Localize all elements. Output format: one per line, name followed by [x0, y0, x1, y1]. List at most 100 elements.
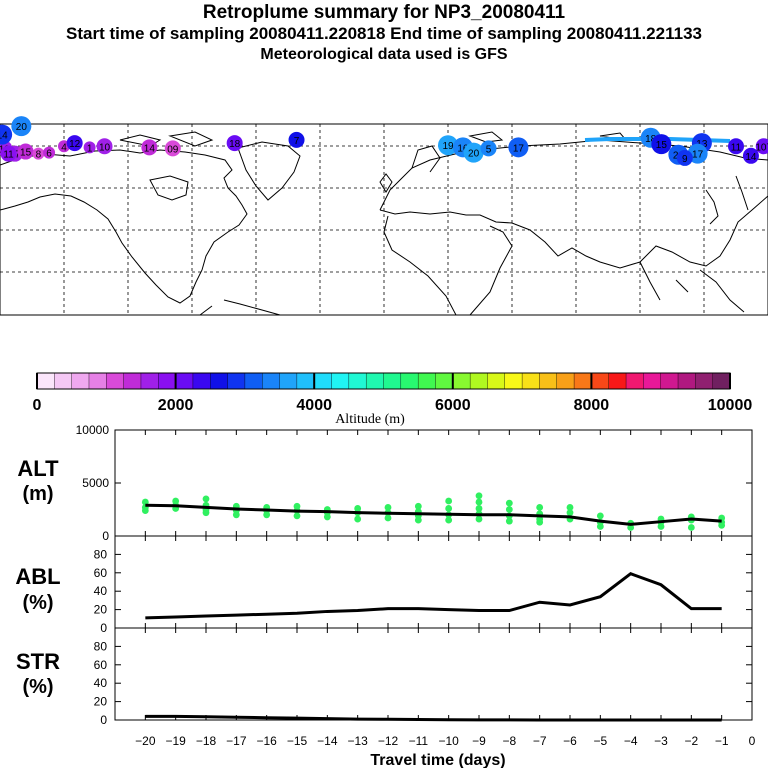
colorbar-cell — [279, 372, 298, 390]
panel-frame — [114, 429, 753, 537]
colorbar-cell — [695, 372, 714, 390]
plume-marker-label: 12 — [69, 139, 81, 150]
colorbar-cell — [625, 372, 645, 390]
altitude-point — [445, 516, 453, 524]
plume-marker-label: 11 — [3, 150, 14, 161]
coast-japan — [705, 189, 719, 225]
coast-arctic-islands — [119, 131, 628, 147]
plume-marker: 6 — [43, 146, 56, 160]
plume-marker: 11 — [728, 138, 744, 155]
plume-marker: 14 — [742, 147, 759, 164]
y-tick-label: 0 — [100, 713, 107, 727]
plume-marker-label: 20 — [468, 149, 480, 160]
y-tick-label: 40 — [94, 584, 108, 598]
altitude-point — [141, 507, 149, 514]
plume-marker-label: 8 — [36, 150, 42, 161]
altitude-point — [263, 511, 271, 519]
altitude-point — [566, 503, 574, 511]
plume-marker-label: 19 — [442, 141, 454, 152]
plume-marker-label: 107 — [755, 142, 768, 153]
altitude-point — [505, 506, 513, 513]
colorbar-cell — [262, 372, 281, 390]
colorbar-cell — [539, 372, 558, 390]
altitude-point — [414, 502, 422, 510]
str-panel-title: STR — [16, 649, 60, 674]
plume-marker: 19 — [438, 135, 458, 156]
altitude-point — [323, 513, 331, 521]
plume-marker-label: 4 — [61, 142, 67, 153]
colorbar-cell — [210, 372, 229, 390]
plume-marker-label: 9 — [682, 154, 688, 165]
plume-marker-label: 14 — [144, 143, 156, 154]
colorbar-cell — [487, 372, 506, 390]
series-line — [145, 714, 722, 722]
x-tick-label: −20 — [135, 734, 156, 748]
plume-marker-label: 6 — [46, 149, 52, 160]
coast-eurasia-south — [379, 195, 768, 269]
altitude-point — [141, 498, 149, 506]
colorbar-cell — [348, 372, 367, 390]
x-tick-label: −2 — [684, 734, 698, 748]
plume-marker-label: 14 — [0, 131, 8, 142]
plume-marker-label: 15 — [656, 140, 668, 151]
world-map: 1917158641101214091871916205171815132017… — [0, 116, 768, 316]
y-tick-label: 80 — [94, 639, 108, 653]
colorbar-cell — [88, 372, 107, 390]
coast-south-america — [199, 299, 281, 316]
colorbar-tick-label: 8000 — [574, 397, 610, 414]
altitude-point — [384, 514, 392, 522]
altitude-point — [293, 512, 301, 520]
colorbar-cell — [452, 372, 471, 390]
altitude-point — [475, 498, 483, 506]
plume-marker: 1 — [83, 141, 96, 154]
altitude-point — [566, 509, 574, 517]
colorbar-cell — [712, 372, 731, 390]
colorbar-tick-label: 4000 — [296, 397, 332, 414]
y-tick-label: 5000 — [82, 476, 109, 490]
colorbar-cell — [383, 372, 402, 390]
colorbar-cell — [123, 372, 142, 390]
panel-2: 80 60 40 20 0 — [94, 627, 753, 727]
colorbar-cell — [591, 372, 610, 390]
x-tick-label: −4 — [624, 734, 638, 748]
plume-marker: 09 — [164, 140, 181, 157]
altitude-point — [354, 515, 362, 523]
colorbar-cell — [608, 372, 627, 390]
colorbar-cell — [573, 372, 593, 390]
plume-marker: 107 — [755, 138, 768, 155]
plume-marker: 14 — [141, 139, 158, 156]
str-panel-unit: (%) — [22, 676, 53, 698]
panel-frame — [114, 627, 753, 721]
plume-marker-label: 1 — [87, 143, 93, 154]
altitude-point — [536, 503, 544, 511]
met-data-note: Meteorological data used is GFS — [260, 46, 508, 63]
plume-marker-label: 16 — [457, 143, 469, 154]
x-tick-label: −13 — [347, 734, 368, 748]
plume-marker-label: 15 — [20, 148, 32, 159]
x-tick-label: −15 — [287, 734, 308, 748]
coast-hudson-bay — [149, 175, 189, 201]
coast-southeast-asia — [639, 261, 745, 313]
plume-marker: 10 — [96, 138, 113, 155]
altitude-point — [475, 492, 483, 500]
plume-marker-label: 18 — [229, 139, 241, 150]
x-axis-label: Travel time (days) — [370, 752, 505, 768]
x-tick-label: −12 — [378, 734, 399, 748]
y-tick-label: 10000 — [76, 423, 110, 437]
series-line — [145, 503, 722, 526]
altitude-point — [657, 523, 665, 530]
x-tick-label: −16 — [256, 734, 277, 748]
colorbar-cell — [556, 372, 575, 390]
panel-0: 10000 5000 0 — [76, 423, 753, 543]
colorbar-tick-label: 6000 — [435, 397, 471, 414]
plume-marker-label: 10 — [99, 142, 111, 153]
altitude-point — [627, 524, 635, 531]
x-tick-label: −11 — [409, 734, 429, 748]
y-tick-label: 40 — [94, 676, 108, 690]
x-tick-label: −17 — [226, 734, 247, 748]
plume-marker-label: 7 — [294, 136, 300, 147]
x-tick-label: −9 — [472, 734, 486, 748]
x-tick-label: −6 — [563, 734, 577, 748]
plume-marker-label: 17 — [513, 143, 525, 154]
